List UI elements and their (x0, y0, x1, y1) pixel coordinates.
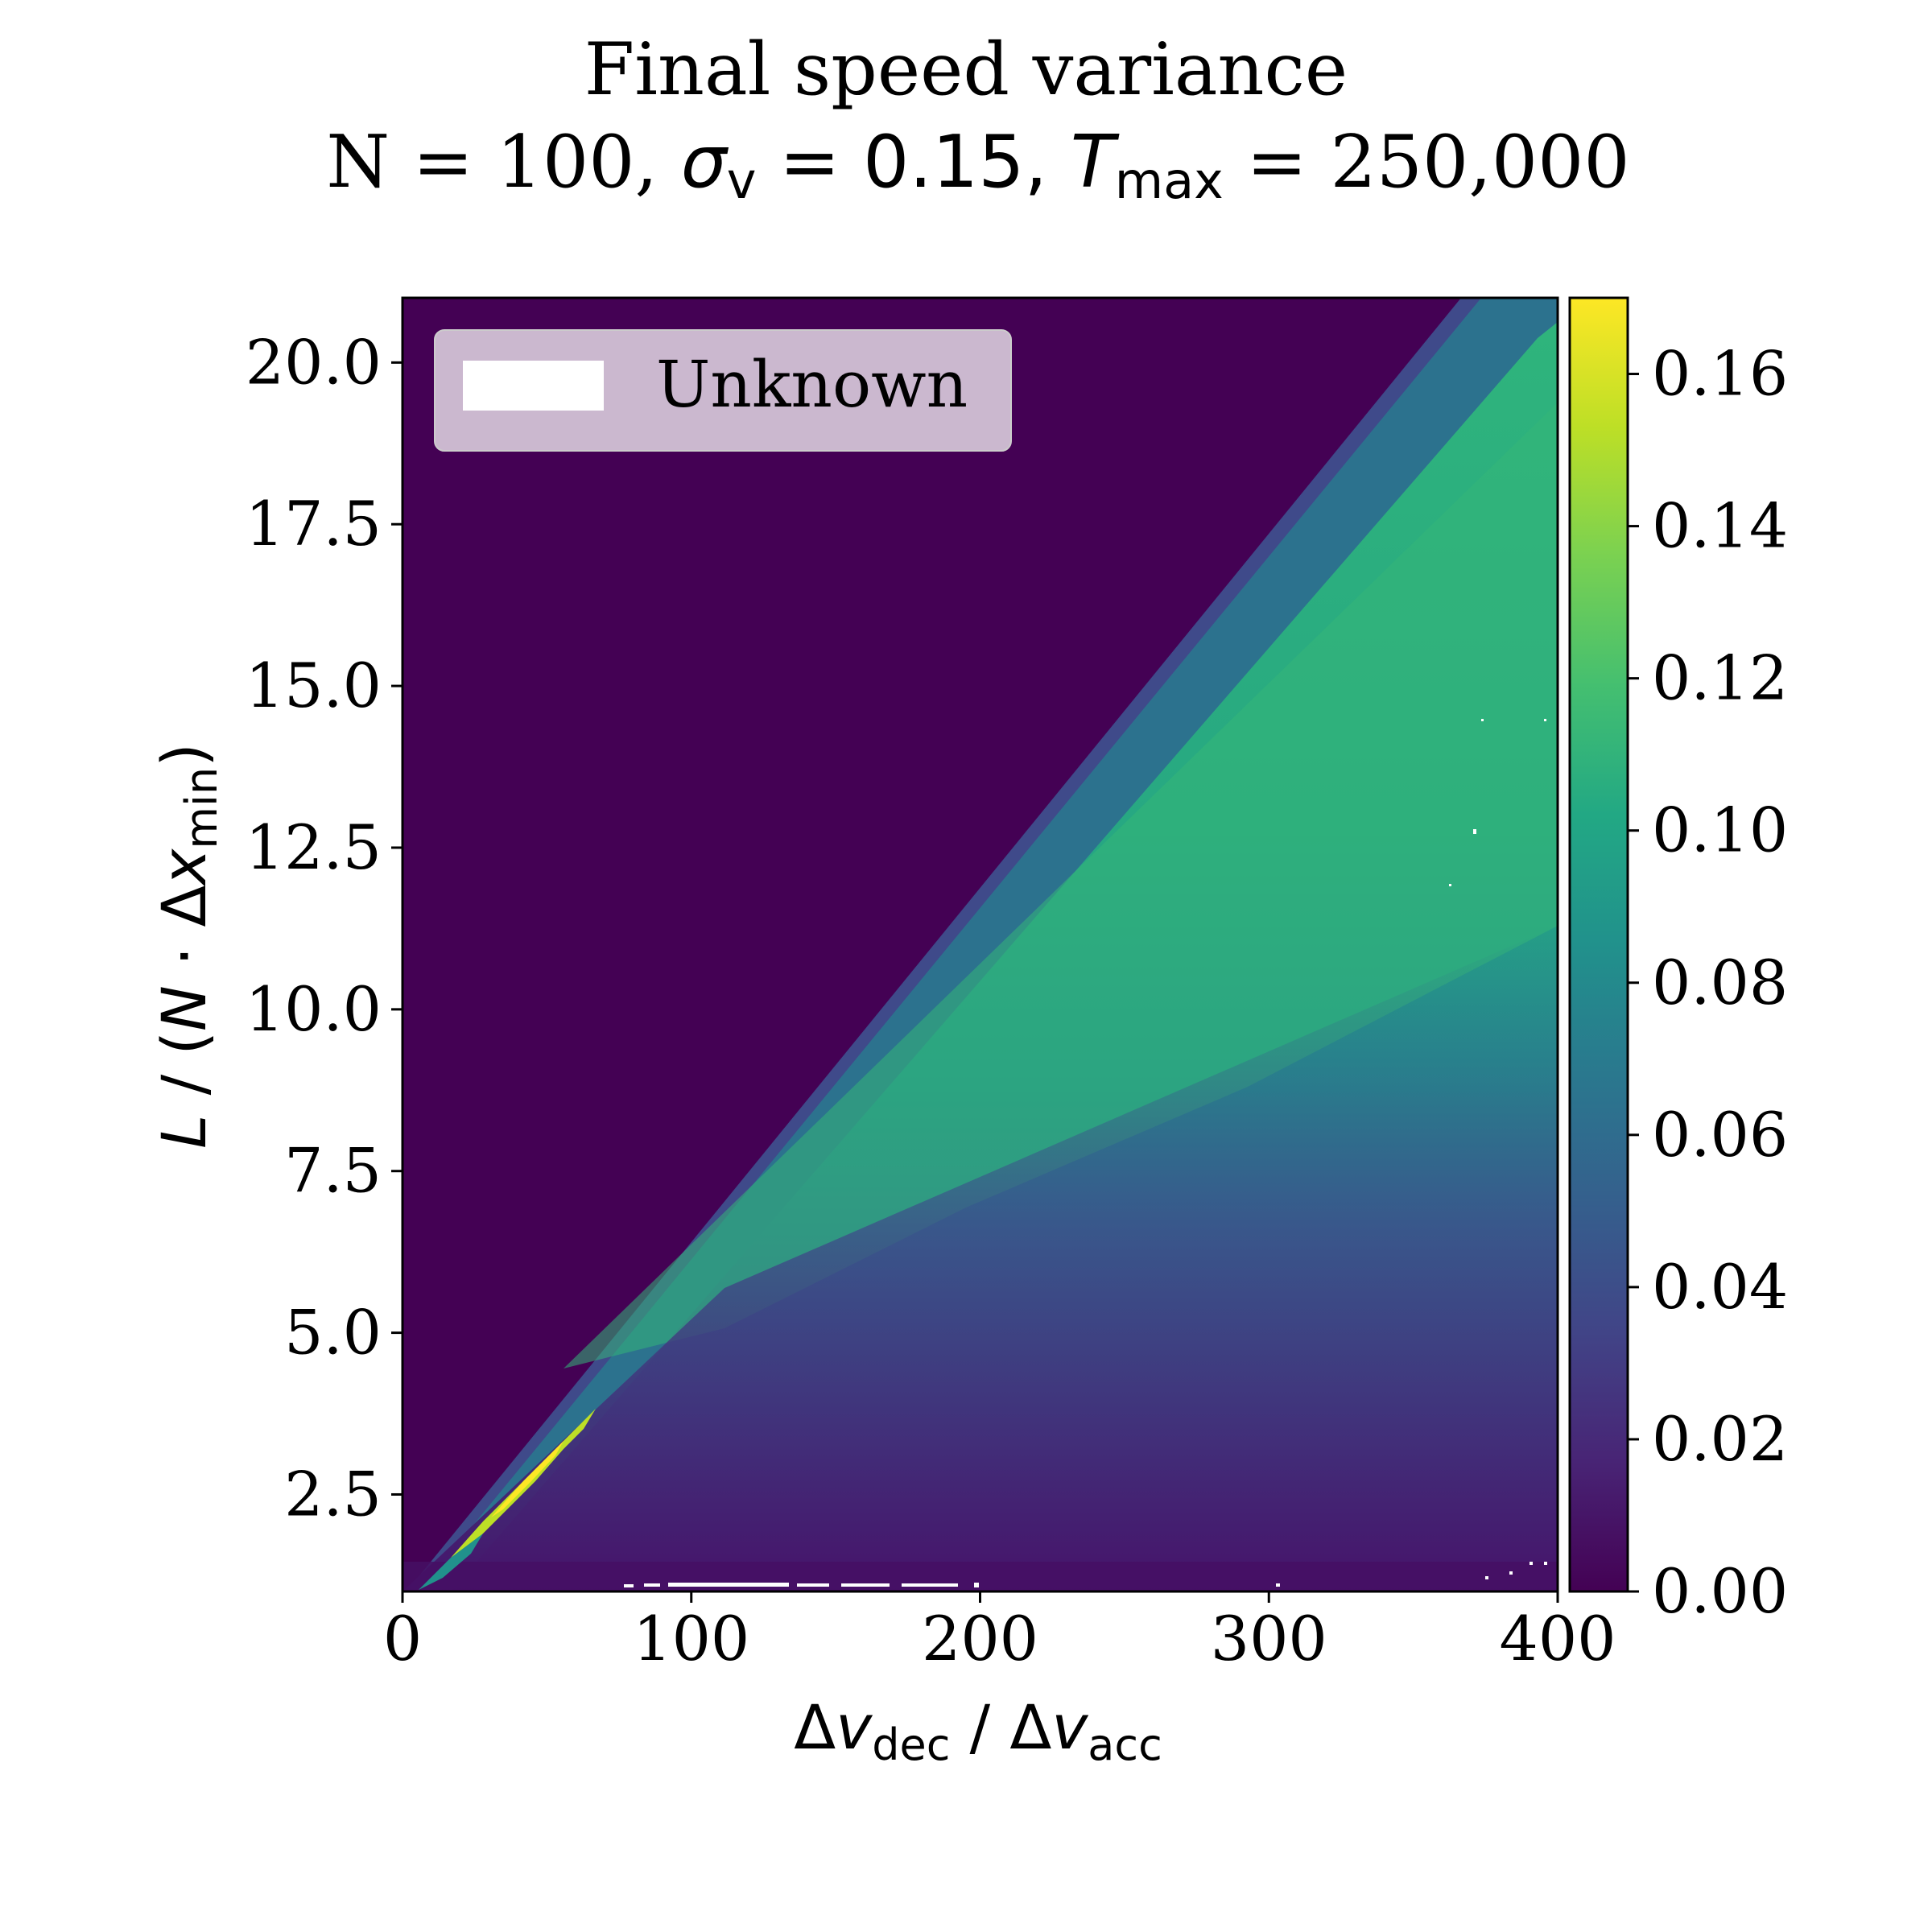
unknown-cell (974, 1583, 979, 1587)
chart-title-line2: N = 100, σv = 0.15, Tmax = 250,000 (326, 120, 1629, 210)
unknown-cell (624, 1584, 634, 1587)
unknown-cell (841, 1583, 890, 1587)
unknown-cell (644, 1583, 660, 1587)
colorbar-tick-label: 0.00 (1652, 1555, 1788, 1627)
y-axis-title: L / (N · Δxmin) (148, 743, 227, 1149)
heatmap-teal-tail (419, 1534, 483, 1590)
y-tick-label: 15.0 (246, 650, 382, 721)
colorbar-tick-label: 0.16 (1652, 338, 1788, 410)
colorbar-tick-label: 0.04 (1652, 1251, 1788, 1323)
y-tick-label: 2.5 (284, 1458, 382, 1530)
heatmap (402, 298, 1558, 1591)
unknown-cells (624, 719, 1547, 1587)
colorbar-tick-label: 0.14 (1652, 490, 1788, 562)
unknown-cell (1481, 719, 1484, 721)
colorbar-gradient (1568, 296, 1629, 1593)
unknown-cell (797, 1583, 829, 1587)
colorbar-tick-label: 0.12 (1652, 642, 1788, 714)
y-tick-label: 20.0 (246, 326, 382, 398)
y-tick-label: 5.0 (284, 1297, 382, 1368)
x-tick-label: 400 (1499, 1603, 1616, 1674)
unknown-cell (902, 1583, 958, 1587)
x-tick-label: 0 (383, 1603, 422, 1674)
legend: Unknown (434, 329, 1012, 452)
colorbar-ticks: 0.00 0.02 0.04 0.06 0.08 0.10 0.12 0.14 0.16 (1628, 338, 1788, 1627)
x-axis: 0 100 200 300 400 (383, 1591, 1616, 1674)
unknown-cell (1276, 1583, 1280, 1587)
y-tick-label: 12.5 (246, 811, 382, 883)
x-axis-title: Δvdec / Δvacc (794, 1691, 1162, 1770)
heatmap-bottom-row (402, 1562, 1558, 1591)
colorbar-tick-label: 0.08 (1652, 947, 1788, 1018)
unknown-cell (668, 1583, 789, 1587)
y-tick-label: 7.5 (284, 1135, 382, 1207)
unknown-cell (1509, 1571, 1513, 1575)
unknown-cell (1544, 719, 1546, 721)
colorbar: 0.00 0.02 0.04 0.06 0.08 0.10 0.12 0.14 0.16 (1568, 296, 1788, 1627)
x-tick-label: 200 (922, 1603, 1038, 1674)
colorbar-tick-label: 0.06 (1652, 1099, 1788, 1170)
unknown-cell (1473, 829, 1476, 834)
y-tick-label: 10.0 (246, 973, 382, 1045)
unknown-cell (1544, 1562, 1547, 1565)
x-tick-label: 300 (1211, 1603, 1327, 1674)
colorbar-tick-label: 0.10 (1652, 795, 1788, 866)
legend-label-unknown: Unknown (656, 347, 968, 422)
unknown-cell (1449, 884, 1451, 886)
unknown-cell (1530, 1562, 1533, 1565)
chart-title-line1: Final speed variance (584, 27, 1348, 112)
legend-swatch-unknown (463, 361, 604, 411)
heatmap-interior-light (564, 402, 1558, 1368)
heatmap-hot-core (491, 1441, 564, 1517)
y-tick-label: 17.5 (246, 488, 382, 559)
heatmap-lower-fade (402, 926, 1558, 1591)
colorbar-tick-label: 0.02 (1652, 1403, 1788, 1475)
unknown-cell (1485, 1576, 1488, 1579)
x-tick-label: 100 (633, 1603, 749, 1674)
legend-box (434, 329, 1012, 452)
y-axis: 2.5 5.0 7.5 10.0 12.5 15.0 17.5 20.0 (246, 326, 402, 1530)
